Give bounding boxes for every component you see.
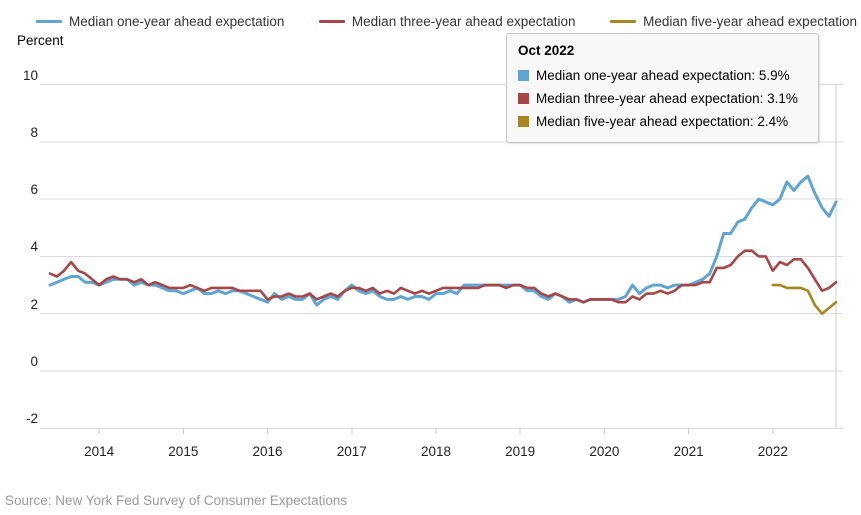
legend-line-swatch bbox=[36, 19, 62, 23]
y-tick-label: -2 bbox=[25, 411, 38, 427]
hover-tooltip: Oct 2022 Median one-year ahead expectati… bbox=[506, 33, 819, 143]
legend-line-swatch bbox=[318, 19, 345, 23]
x-tick-label: 2014 bbox=[84, 444, 115, 459]
y-axis-title: Percent bbox=[17, 33, 64, 48]
x-tick-label: 2022 bbox=[757, 444, 788, 459]
tooltip-row-text: Median five-year ahead expectation: 2.4% bbox=[536, 114, 789, 129]
legend-line-swatch bbox=[610, 19, 637, 23]
y-tick-label: 10 bbox=[22, 67, 38, 83]
y-tick-label: 2 bbox=[30, 296, 38, 312]
y-tick-label: 4 bbox=[30, 239, 38, 255]
series-line-five-year bbox=[771, 283, 838, 315]
tooltip-series-swatch bbox=[518, 116, 529, 127]
tooltip-row-one-year: Median one-year ahead expectation: 5.9% bbox=[518, 64, 806, 87]
tooltip-row-five-year: Median five-year ahead expectation: 2.4% bbox=[518, 110, 806, 133]
source-note: Source: New York Fed Survey of Consumer … bbox=[5, 493, 348, 508]
chart-legend: Median one-year ahead expectation Median … bbox=[36, 12, 857, 30]
x-tick-label: 2018 bbox=[420, 444, 451, 459]
tooltip-row-text: Median one-year ahead expectation: 5.9% bbox=[536, 68, 790, 83]
x-tick-label: 2019 bbox=[505, 444, 536, 459]
tooltip-title: Oct 2022 bbox=[518, 43, 575, 58]
tooltip-row-text: Median three-year ahead expectation: 3.1… bbox=[536, 91, 798, 106]
tooltip-row-three-year: Median three-year ahead expectation: 3.1… bbox=[518, 87, 806, 110]
legend-item-one-year[interactable]: Median one-year ahead expectation bbox=[36, 14, 284, 29]
x-tick-label: 2017 bbox=[336, 444, 367, 459]
tooltip-rows: Median one-year ahead expectation: 5.9% M… bbox=[518, 64, 806, 133]
x-tick-label: 2021 bbox=[673, 444, 704, 459]
y-tick-label: 8 bbox=[30, 124, 38, 140]
legend-item-three-year[interactable]: Median three-year ahead expectation bbox=[318, 13, 576, 29]
y-tick-label: 0 bbox=[30, 354, 38, 369]
legend-item-label: Median five-year ahead expectation bbox=[643, 13, 857, 29]
x-tick-label: 2020 bbox=[589, 444, 620, 459]
series-line-three-year bbox=[48, 249, 838, 304]
tooltip-series-swatch bbox=[518, 70, 529, 81]
legend-item-label: Median one-year ahead expectation bbox=[69, 13, 285, 29]
legend-item-label: Median three-year ahead expectation bbox=[351, 13, 576, 29]
series-lines bbox=[48, 174, 838, 315]
x-tick-label: 2016 bbox=[252, 444, 283, 459]
series-line-one-year bbox=[48, 174, 838, 307]
x-axis-ticks bbox=[98, 428, 774, 434]
x-tick-label: 2015 bbox=[168, 444, 199, 459]
legend-item-five-year[interactable]: Median five-year ahead expectation bbox=[610, 14, 857, 29]
tooltip-series-swatch bbox=[518, 93, 529, 104]
y-tick-label: 6 bbox=[30, 182, 38, 198]
